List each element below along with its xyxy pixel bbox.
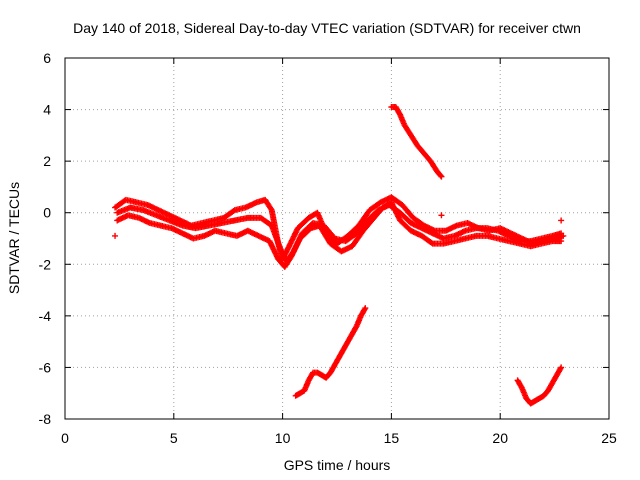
y-tick-label: 0 <box>43 205 51 221</box>
isolated-points <box>112 212 565 239</box>
x-tick-label: 0 <box>61 430 69 446</box>
data-point <box>112 232 119 239</box>
x-tick-labels: 0 5 10 15 20 25 <box>61 430 617 446</box>
data-point <box>438 173 445 180</box>
y-tick-label: 2 <box>43 153 51 169</box>
x-tick-label: 20 <box>492 430 508 446</box>
data-point <box>267 205 274 212</box>
x-tick-label: 25 <box>601 430 617 446</box>
plot-frame <box>64 57 610 420</box>
x-tick-label: 5 <box>170 430 178 446</box>
y-tick-label: -6 <box>39 359 52 375</box>
x-tick-label: 10 <box>275 430 291 446</box>
data-point <box>557 365 564 372</box>
data-point <box>230 207 237 214</box>
data-point <box>558 230 565 237</box>
y-tick-label: -2 <box>39 256 52 272</box>
data-point <box>558 217 565 224</box>
data-point <box>437 172 444 179</box>
data-points <box>112 103 567 407</box>
series-arc-2 <box>114 199 565 270</box>
data-point <box>361 306 368 313</box>
series-arc-4 <box>388 103 445 180</box>
y-tick-label: 6 <box>43 50 51 66</box>
y-tick-label: -4 <box>39 308 52 324</box>
chart-title: Day 140 of 2018, Sidereal Day-to-day VTE… <box>73 20 581 36</box>
y-axis-label: SDTVAR / TECUs <box>6 182 22 294</box>
y-tick-label: 4 <box>43 102 51 118</box>
data-point <box>558 364 565 371</box>
series-arc-3 <box>114 201 565 265</box>
series-arc-5 <box>292 305 369 399</box>
y-tick-label: -8 <box>39 411 52 427</box>
x-axis-label: GPS time / hours <box>284 457 391 473</box>
data-point <box>428 239 435 246</box>
grid-lines <box>65 58 609 419</box>
x-tick-label: 15 <box>384 430 400 446</box>
data-point <box>362 305 369 312</box>
data-point <box>438 212 445 219</box>
series-arc-6 <box>514 364 565 407</box>
data-point <box>558 238 565 245</box>
y-tick-labels: -8 -6 -4 -2 0 2 4 6 <box>39 50 52 427</box>
